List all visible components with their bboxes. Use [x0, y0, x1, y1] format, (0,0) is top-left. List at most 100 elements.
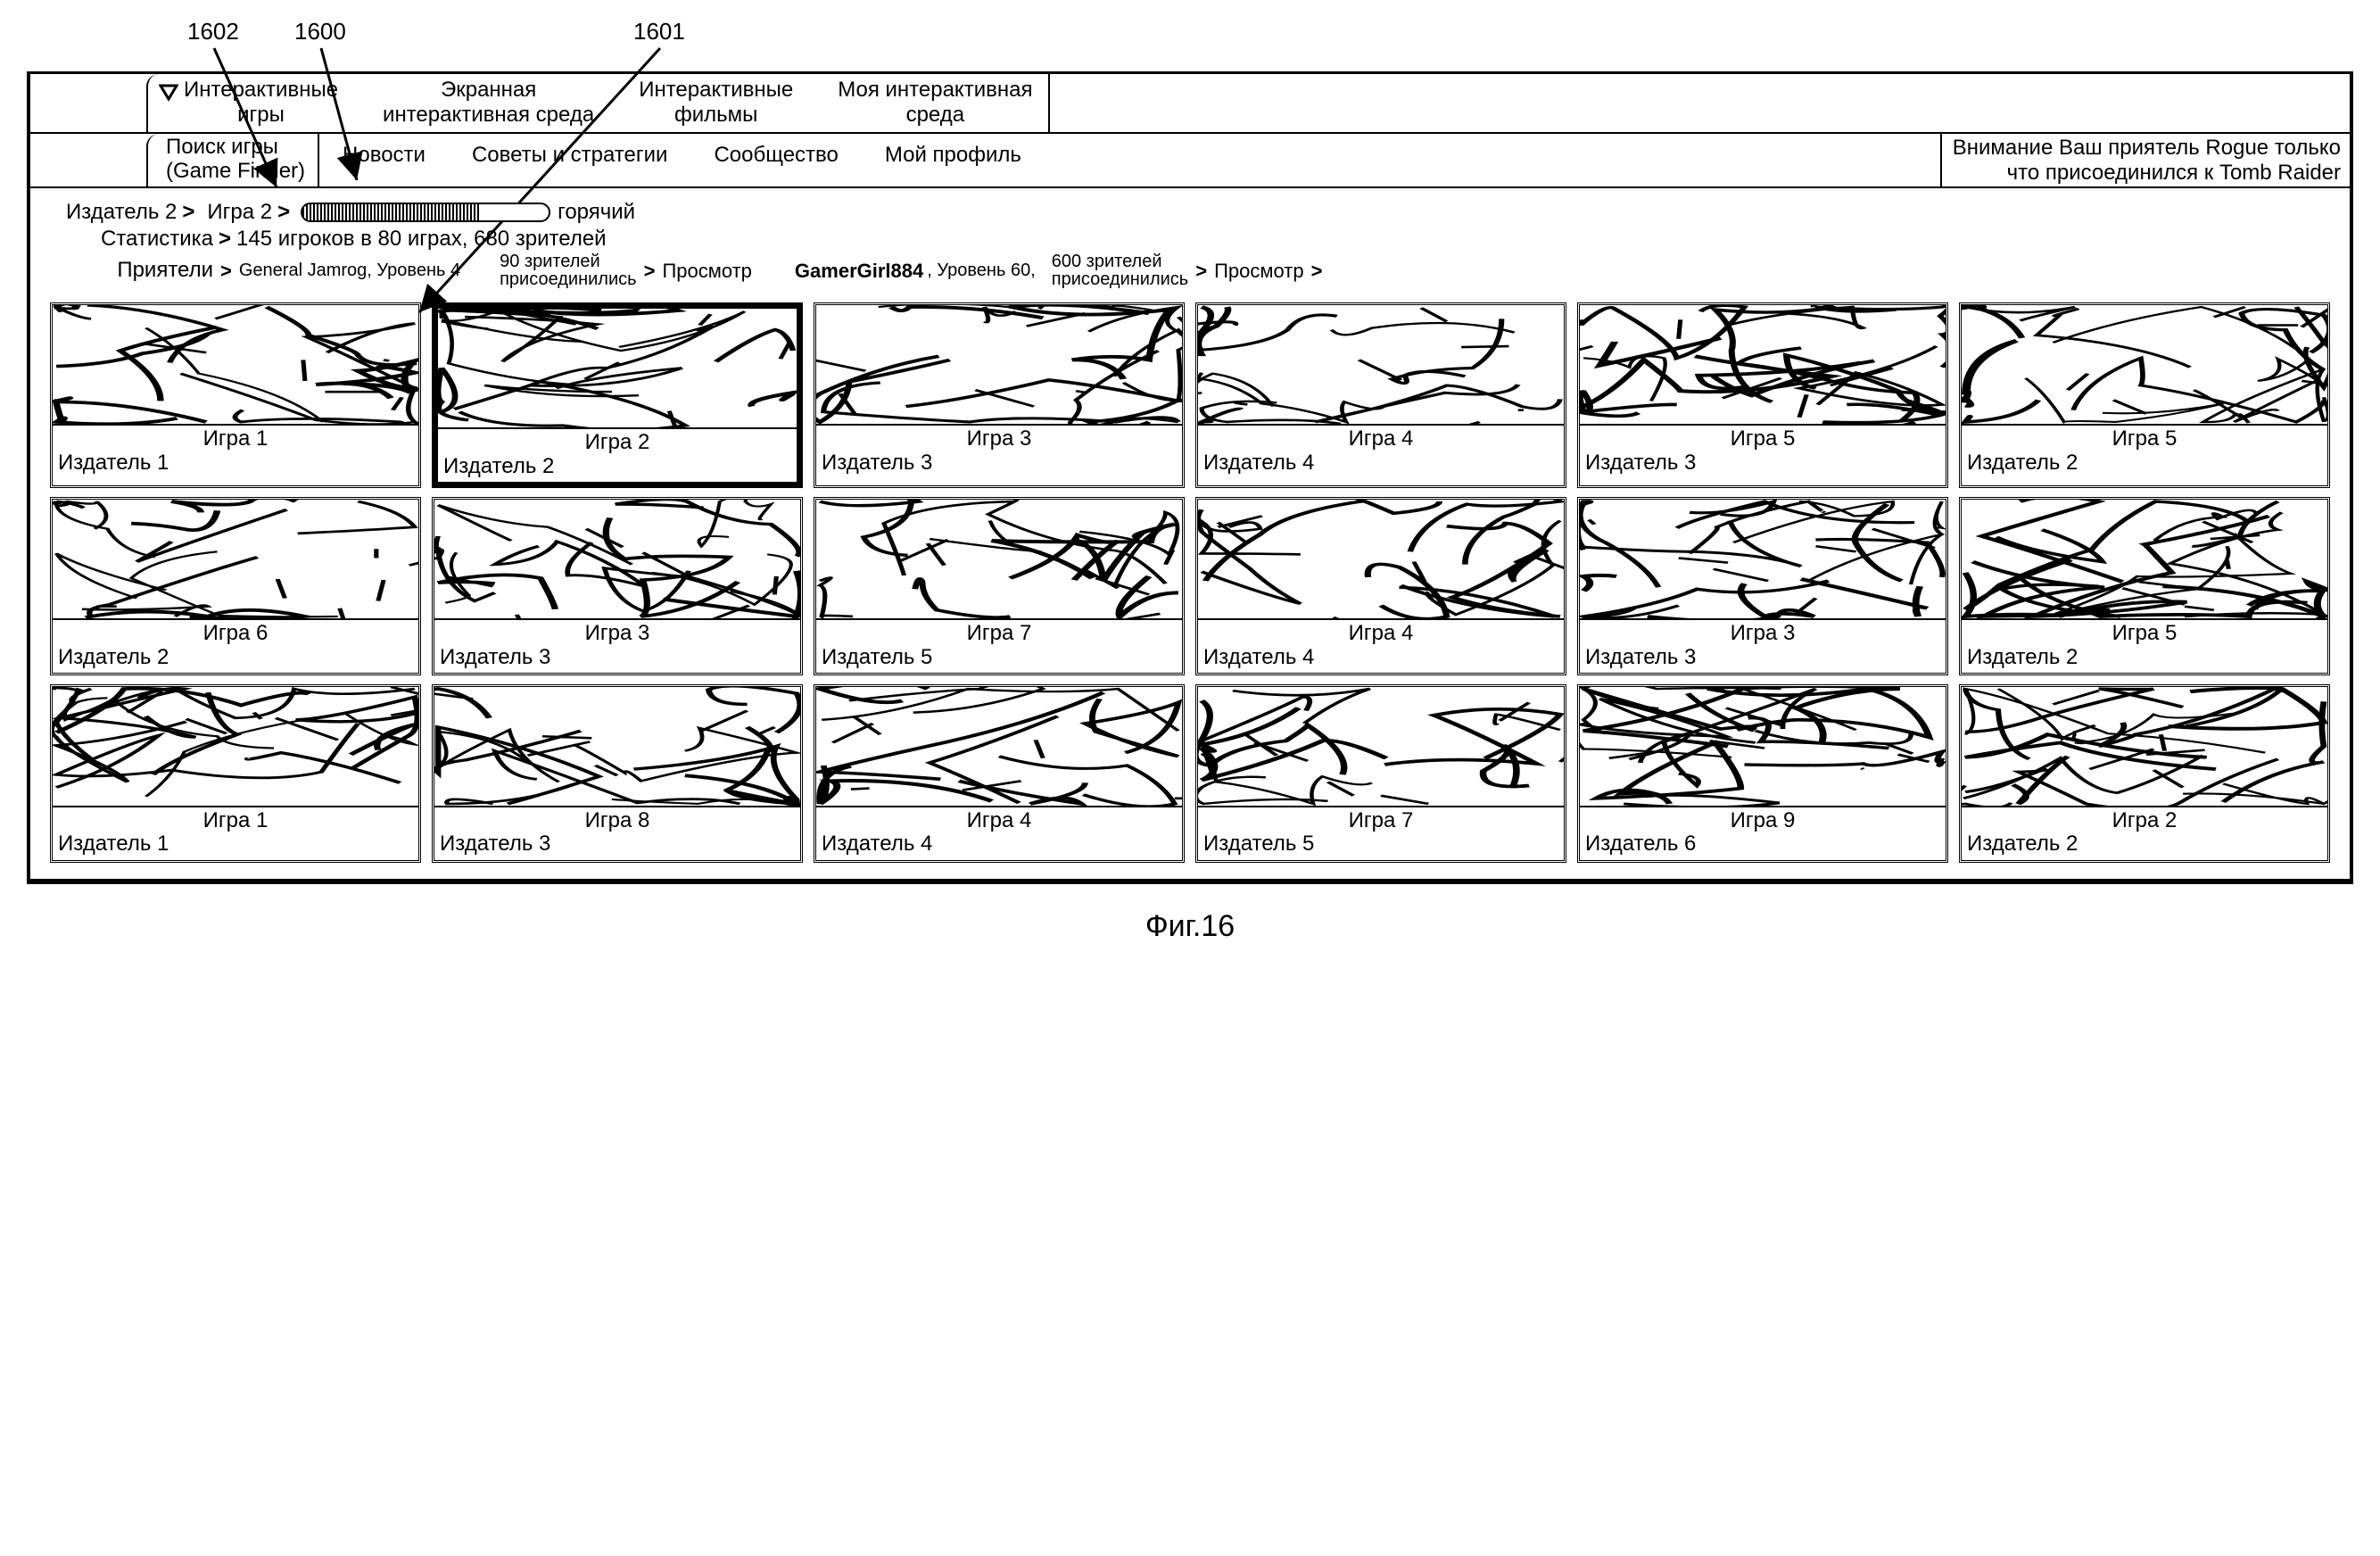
heat-meter: [301, 203, 550, 222]
game-thumbnail: [1198, 687, 1564, 807]
nav-community[interactable]: Сообщество: [690, 134, 861, 186]
card-game-label: Игра 3: [1585, 622, 1940, 645]
card-text: Игра 3Издатель 3: [1580, 620, 1946, 673]
game-thumbnail: [1962, 305, 2327, 426]
stats-text: 145 игроков в 80 играх, 680 зрителей: [236, 226, 607, 252]
card-text: Игра 2Издатель 2: [1962, 807, 2327, 860]
friend-1-viewers-1: 90 зрителей: [500, 252, 636, 270]
card-publisher-label: Издатель 1: [58, 451, 413, 475]
card-text: Игра 1Издатель 1: [53, 807, 418, 860]
game-card[interactable]: Игра 1Издатель 1: [50, 684, 421, 863]
game-card[interactable]: Игра 4Издатель 4: [1195, 302, 1566, 488]
friend-2-name[interactable]: GamerGirl884: [795, 259, 923, 284]
game-thumbnail: [53, 687, 418, 807]
friend-2-viewers-1: 600 зрителей: [1052, 252, 1188, 270]
nav-screen-env[interactable]: Экранная интерактивная среда: [383, 78, 594, 127]
card-publisher-label: Издатель 4: [822, 832, 1177, 856]
callout-region: 1602 1600 1601: [134, 18, 2353, 71]
breadcrumb-publisher[interactable]: Издатель 2: [66, 199, 177, 226]
friends-row: Приятели > General Jamrog, Уровень 4 90 …: [66, 252, 2332, 288]
game-card[interactable]: Игра 4Издатель 4: [814, 684, 1185, 863]
game-card[interactable]: Игра 9Издатель 6: [1577, 684, 1948, 863]
game-thumbnail: [53, 305, 418, 426]
view-link-2[interactable]: Просмотр: [1214, 259, 1303, 284]
game-card[interactable]: Игра 6Издатель 2: [50, 497, 421, 675]
game-grid: Игра 1Издатель 1Игра 2Издатель 2Игра 3Из…: [30, 295, 2350, 878]
friend-2-viewers-2: присоединились: [1052, 270, 1188, 288]
nav-game-finder[interactable]: Поиск игры (Game Finder): [146, 134, 319, 186]
friend-alert: Внимание Ваш приятель Rogue только что п…: [1940, 134, 2350, 186]
card-text: Игра 5Издатель 3: [1580, 426, 1946, 478]
game-card[interactable]: Игра 5Издатель 3: [1577, 302, 1948, 488]
game-card[interactable]: Игра 3Издатель 3: [432, 497, 803, 675]
card-text: Игра 1Издатель 1: [53, 426, 418, 478]
callout-1600: 1600: [294, 18, 346, 46]
game-card[interactable]: Игра 2Издатель 2: [432, 302, 803, 488]
friends-label: Приятели: [66, 257, 213, 284]
game-card[interactable]: Игра 4Издатель 4: [1195, 497, 1566, 675]
game-finder-label-2: (Game Finder): [166, 160, 305, 183]
game-card[interactable]: Игра 1Издатель 1: [50, 302, 421, 488]
game-card[interactable]: Игра 3Издатель 3: [1577, 497, 1948, 675]
dropdown-icon[interactable]: [159, 83, 178, 108]
heat-label: горячий: [558, 199, 635, 226]
card-text: Игра 7Издатель 5: [1198, 807, 1564, 860]
card-publisher-label: Издатель 1: [58, 832, 413, 856]
primary-tab-group: Интерактивные игры Экранная интерактивна…: [146, 74, 1050, 132]
card-text: Игра 8Издатель 3: [434, 807, 800, 860]
figure-caption: Фиг.16: [27, 884, 2353, 944]
heat-meter-fill: [302, 204, 480, 220]
card-publisher-label: Издатель 3: [822, 451, 1177, 475]
chevron-icon: >: [1192, 259, 1211, 284]
nav-interactive-movies[interactable]: Интерактивные фильмы: [639, 78, 793, 127]
game-card[interactable]: Игра 5Издатель 2: [1959, 497, 2330, 675]
card-publisher-label: Издатель 3: [440, 646, 795, 669]
nav-interactive-games[interactable]: Интерактивные игры: [184, 78, 338, 127]
game-finder-label-1: Поиск игры: [166, 136, 305, 159]
info-block: Издатель 2 > Игра 2 > горячий Статистика…: [30, 188, 2350, 295]
card-game-label: Игра 1: [58, 809, 413, 832]
game-card[interactable]: Игра 5Издатель 2: [1959, 302, 2330, 488]
card-text: Игра 4Издатель 4: [1198, 620, 1564, 673]
card-publisher-label: Издатель 3: [1585, 646, 1940, 669]
friend-2-level: , Уровень 60,: [927, 260, 1036, 282]
nav-news[interactable]: Новости: [319, 134, 449, 186]
game-card[interactable]: Игра 7Издатель 5: [1195, 684, 1566, 863]
breadcrumb-game[interactable]: Игра 2: [200, 199, 272, 226]
nav-tips[interactable]: Советы и стратегии: [449, 134, 691, 186]
game-thumbnail: [434, 687, 800, 807]
card-publisher-label: Издатель 5: [1203, 832, 1558, 856]
game-thumbnail: [53, 500, 418, 620]
card-game-label: Игра 6: [58, 622, 413, 645]
card-publisher-label: Издатель 5: [822, 646, 1177, 669]
nav-profile[interactable]: Мой профиль: [862, 134, 1045, 186]
game-thumbnail: [434, 500, 800, 620]
view-link-1[interactable]: Просмотр: [662, 259, 751, 284]
game-card[interactable]: Игра 7Издатель 5: [814, 497, 1185, 675]
card-text: Игра 5Издатель 2: [1962, 426, 2327, 478]
card-game-label: Игра 5: [1585, 427, 1940, 451]
card-publisher-label: Издатель 3: [440, 832, 795, 856]
game-card[interactable]: Игра 8Издатель 3: [432, 684, 803, 863]
callout-1601: 1601: [633, 18, 685, 46]
app-window: Интерактивные игры Экранная интерактивна…: [27, 71, 2353, 884]
card-game-label: Игра 1: [58, 427, 413, 451]
nav-my-env[interactable]: Моя интерактивная среда: [838, 78, 1032, 127]
card-text: Игра 5Издатель 2: [1962, 620, 2327, 673]
card-game-label: Игра 5: [1967, 622, 2322, 645]
friend-1-name[interactable]: General Jamrog, Уровень 4: [239, 260, 460, 282]
game-thumbnail: [1580, 500, 1946, 620]
card-game-label: Игра 4: [1203, 622, 1558, 645]
game-thumbnail: [1580, 305, 1946, 426]
game-thumbnail: [1198, 500, 1564, 620]
game-card[interactable]: Игра 2Издатель 2: [1959, 684, 2330, 863]
game-card[interactable]: Игра 3Издатель 3: [814, 302, 1185, 488]
card-text: Игра 3Издатель 3: [816, 426, 1182, 478]
stats-row: Статистика > 145 игроков в 80 играх, 680…: [66, 226, 2332, 252]
card-game-label: Игра 3: [440, 622, 795, 645]
card-game-label: Игра 2: [443, 431, 791, 454]
stats-label: Статистика: [66, 226, 213, 252]
card-game-label: Игра 9: [1585, 809, 1940, 832]
top-nav-primary: Интерактивные игры Экранная интерактивна…: [30, 74, 2350, 134]
card-publisher-label: Издатель 2: [1967, 832, 2322, 856]
